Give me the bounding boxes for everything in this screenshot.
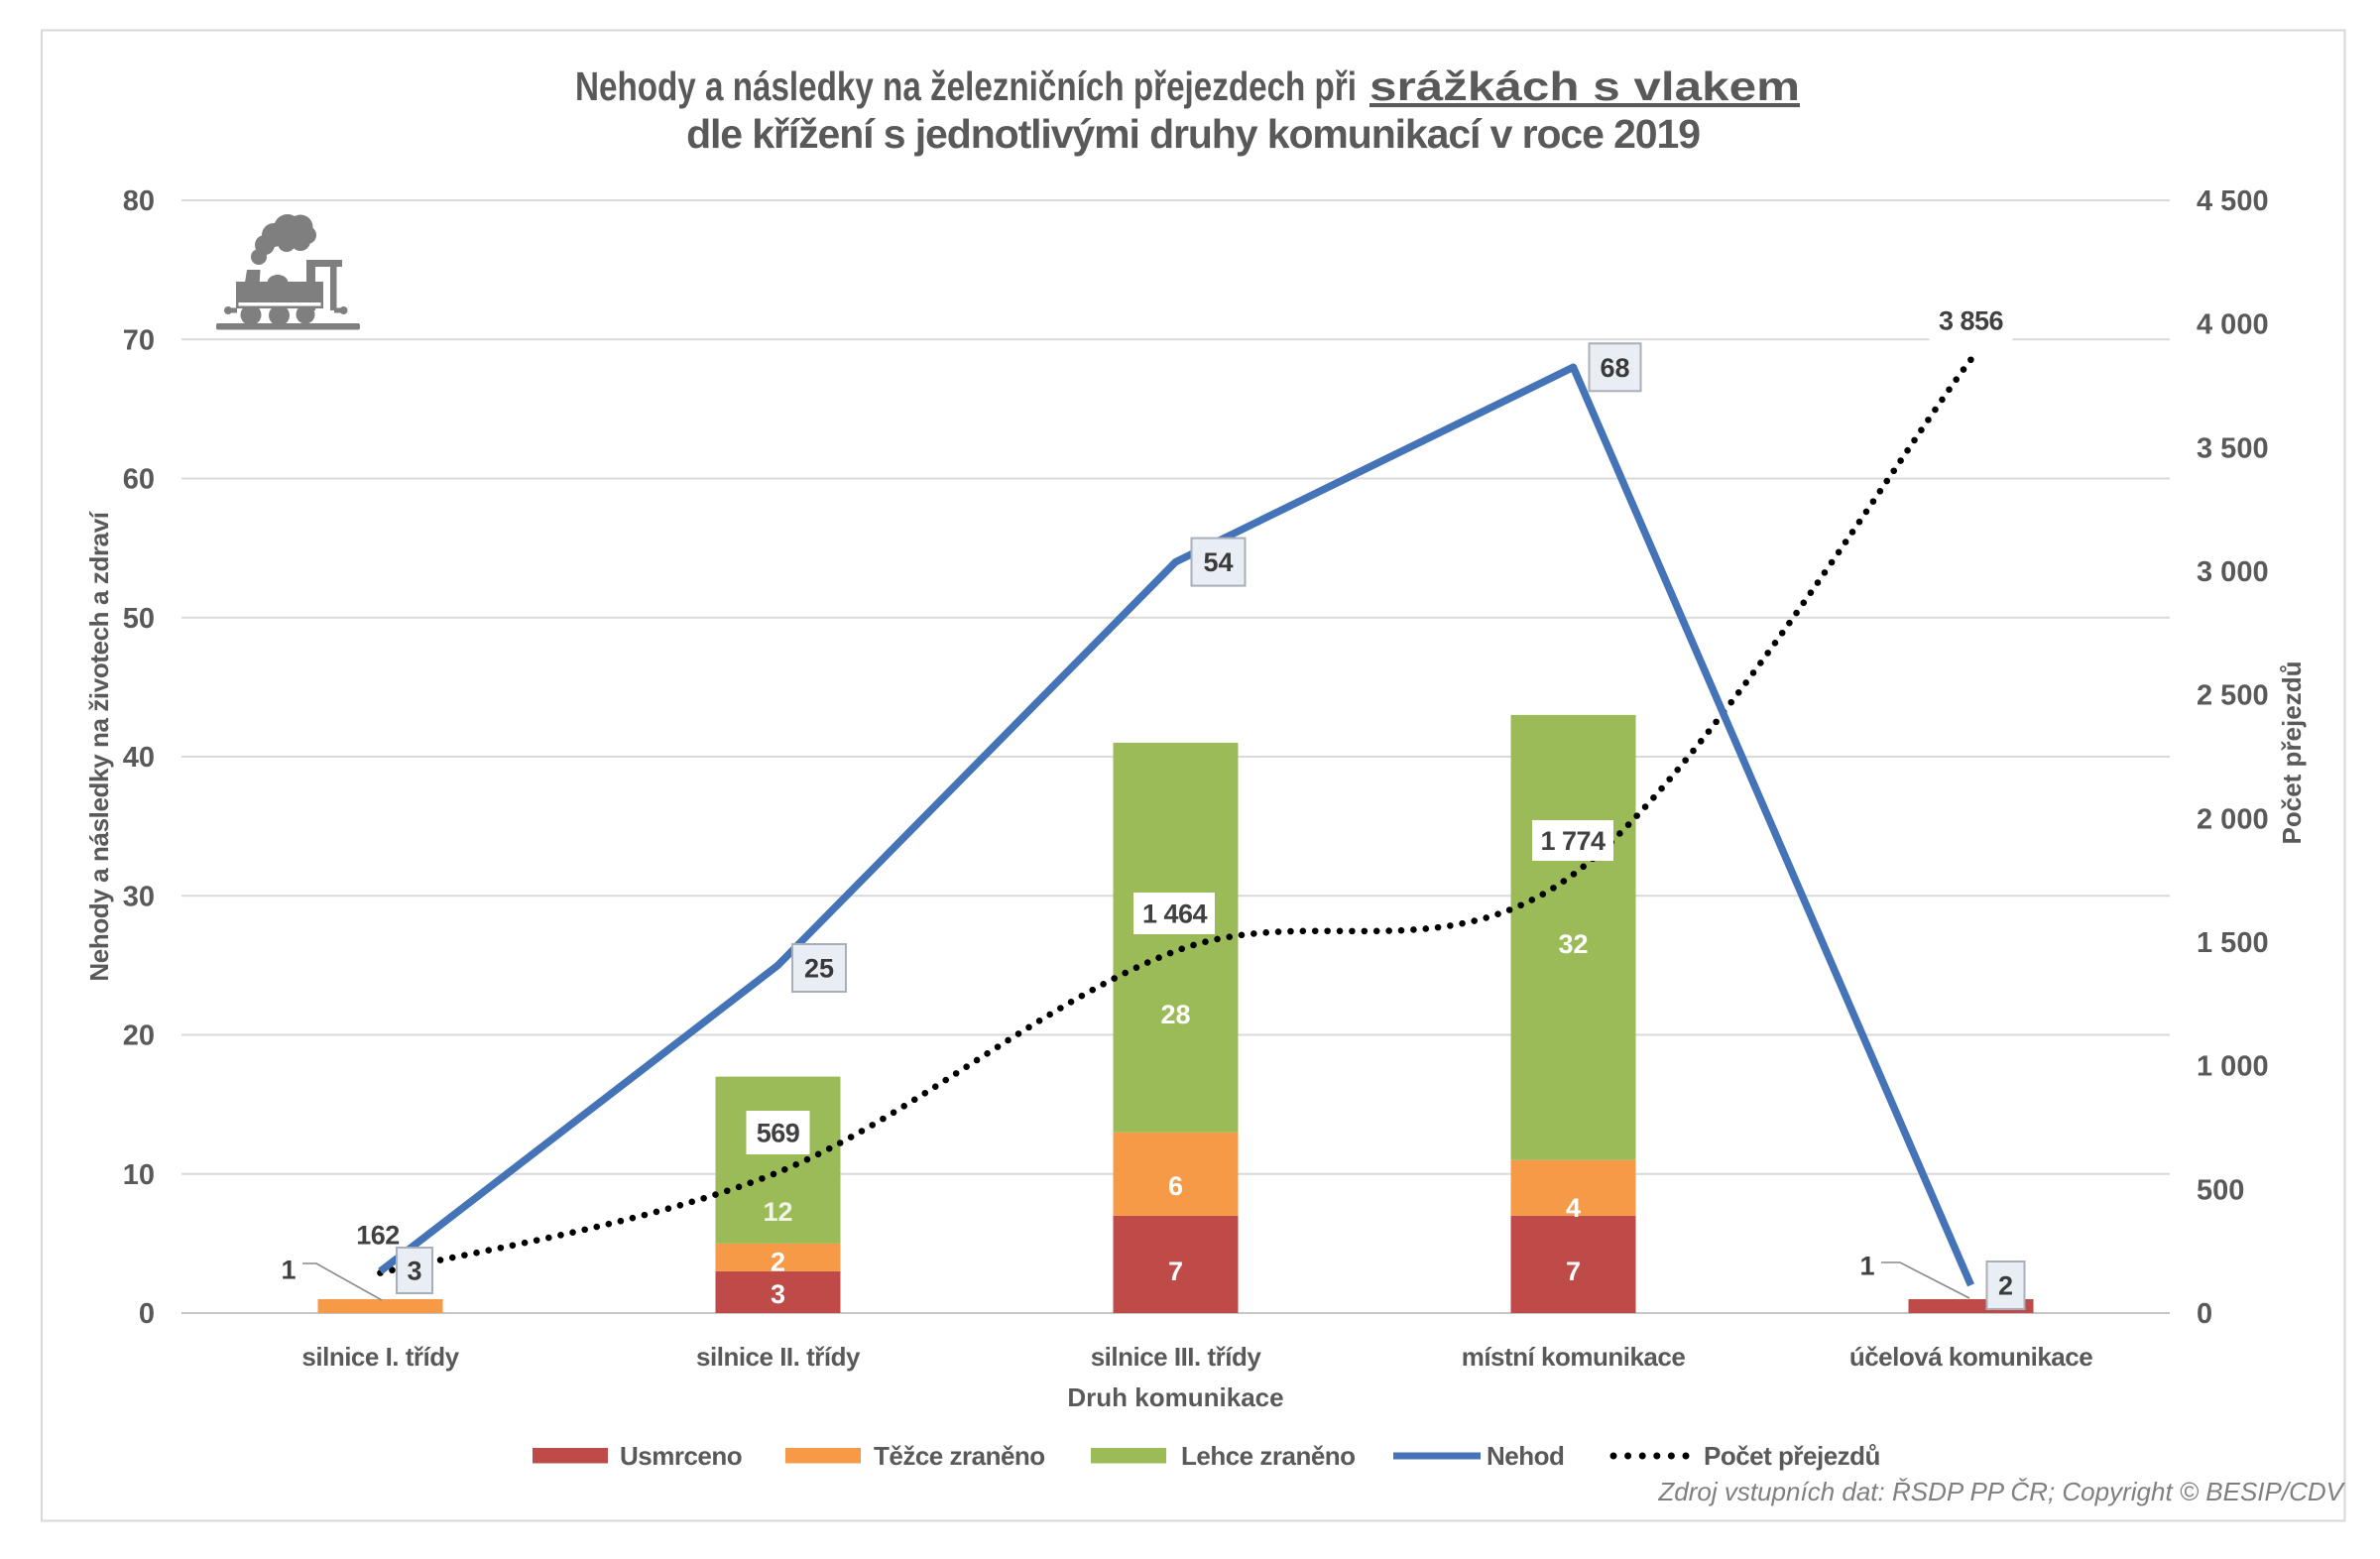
svg-text:0: 0 (139, 1298, 155, 1330)
svg-text:Zdroj vstupních dat: ŘSDP PP Č: Zdroj vstupních dat: ŘSDP PP ČR; Copyrig… (1657, 1477, 2345, 1506)
svg-text:Počet přejezdů: Počet přejezdů (2277, 661, 2307, 845)
svg-text:7: 7 (1566, 1257, 1581, 1286)
svg-text:70: 70 (123, 324, 155, 356)
svg-text:2 500: 2 500 (2197, 680, 2269, 712)
svg-text:1: 1 (281, 1256, 296, 1285)
svg-text:162: 162 (356, 1221, 400, 1251)
svg-text:1 500: 1 500 (2197, 927, 2269, 959)
svg-text:Nehod: Nehod (1487, 1441, 1564, 1471)
svg-text:569: 569 (757, 1119, 800, 1148)
svg-text:0: 0 (2197, 1298, 2212, 1330)
svg-text:500: 500 (2197, 1174, 2244, 1206)
svg-text:Počet přejezdů: Počet přejezdů (1704, 1441, 1880, 1471)
svg-text:1 464: 1 464 (1142, 899, 1208, 929)
svg-text:68: 68 (1600, 353, 1629, 383)
svg-text:silnice III. třídy: silnice III. třídy (1091, 1342, 1262, 1372)
svg-text:1 000: 1 000 (2197, 1051, 2269, 1083)
svg-text:3 856: 3 856 (1939, 306, 2004, 336)
svg-text:7: 7 (1168, 1257, 1183, 1286)
svg-text:Těžce zraněno: Těžce zraněno (874, 1441, 1045, 1471)
svg-text:4 500: 4 500 (2197, 185, 2269, 217)
svg-text:3: 3 (407, 1257, 421, 1286)
svg-text:Druh komunikace: Druh komunikace (1067, 1382, 1283, 1412)
svg-text:Usmrceno: Usmrceno (620, 1441, 742, 1471)
svg-text:silnice I. třídy: silnice I. třídy (301, 1342, 459, 1372)
svg-text:25: 25 (804, 954, 834, 984)
svg-text:dle křížení s jednotlivými dru: dle křížení s jednotlivými druhy komunik… (686, 111, 1700, 157)
svg-text:28: 28 (1160, 1000, 1190, 1029)
svg-text:3: 3 (771, 1279, 785, 1309)
svg-text:2: 2 (771, 1248, 785, 1277)
svg-text:10: 10 (123, 1159, 155, 1191)
svg-text:60: 60 (123, 464, 155, 496)
svg-text:40: 40 (123, 742, 155, 774)
svg-text:Nehody a následky na životech: Nehody a následky na životech a zdraví (84, 511, 114, 981)
svg-text:účelová komunikace: účelová komunikace (1849, 1342, 2092, 1372)
svg-text:50: 50 (123, 603, 155, 635)
svg-text:20: 20 (123, 1020, 155, 1052)
svg-text:30: 30 (123, 881, 155, 912)
svg-text:místní komunikace: místní komunikace (1462, 1342, 1686, 1372)
svg-text:12: 12 (763, 1197, 792, 1227)
svg-text:silnice II. třídy: silnice II. třídy (696, 1342, 861, 1372)
svg-text:4: 4 (1566, 1193, 1581, 1223)
svg-text:54: 54 (1203, 547, 1233, 577)
svg-text:srážkách s vlakem: srážkách s vlakem (1369, 63, 1800, 109)
svg-text:3 500: 3 500 (2197, 432, 2269, 464)
svg-text:80: 80 (123, 185, 155, 217)
svg-text:4 000: 4 000 (2197, 309, 2269, 341)
svg-text:1: 1 (1859, 1252, 1874, 1281)
svg-text:Lehce zraněno: Lehce zraněno (1181, 1441, 1356, 1471)
svg-text:2: 2 (1998, 1271, 2013, 1301)
svg-text:6: 6 (1168, 1171, 1183, 1201)
svg-text:Nehody a následky na železničn: Nehody a následky na železničních přejez… (575, 63, 1357, 109)
svg-text:32: 32 (1558, 929, 1588, 959)
svg-text:2 000: 2 000 (2197, 803, 2269, 835)
svg-text:3 000: 3 000 (2197, 556, 2269, 588)
svg-text:1 774: 1 774 (1540, 826, 1606, 856)
